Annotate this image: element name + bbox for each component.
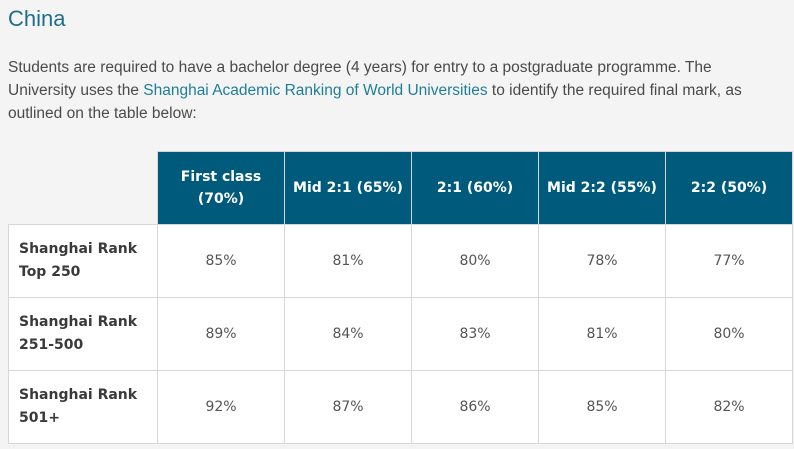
column-header-mid-2-2: Mid 2:2 (55%)	[538, 151, 666, 225]
table-cell: 81%	[538, 297, 666, 371]
intro-paragraph: Students are required to have a bachelor…	[8, 56, 778, 125]
row-label-line2: Top 250	[19, 264, 81, 280]
table-cell: 82%	[665, 370, 793, 444]
shanghai-ranking-link[interactable]: Shanghai Academic Ranking of World Unive…	[143, 82, 488, 99]
column-header-line1: First class	[180, 169, 262, 185]
table-cell: 87%	[284, 370, 412, 444]
column-header-2-2: 2:2 (50%)	[665, 151, 793, 225]
column-header-2-1: 2:1 (60%)	[411, 151, 539, 225]
row-header-251-500: Shanghai Rank 251-500	[8, 297, 158, 371]
table-corner-cell	[8, 151, 158, 225]
table-cell: 77%	[665, 224, 793, 298]
table-cell: 85%	[538, 370, 666, 444]
page-title: China	[8, 6, 66, 31]
table-cell: 84%	[284, 297, 412, 371]
row-label-line1: Shanghai Rank	[19, 314, 138, 330]
column-header-mid-2-1: Mid 2:1 (65%)	[284, 151, 412, 225]
row-label-line1: Shanghai Rank	[19, 241, 138, 257]
row-header-top-250: Shanghai Rank Top 250	[8, 224, 158, 298]
table-cell: 92%	[157, 370, 285, 444]
table-cell: 78%	[538, 224, 666, 298]
table-cell: 80%	[665, 297, 793, 371]
grade-requirements-table: First class (70%) Mid 2:1 (65%) 2:1 (60%)…	[8, 151, 793, 444]
intro-text-start: Students are required to have a bachelor…	[8, 59, 712, 99]
table-cell: 80%	[411, 224, 539, 298]
table-cell: 86%	[411, 370, 539, 444]
row-label-line2: 501+	[19, 410, 60, 426]
table-row: Shanghai Rank Top 250 85% 81% 80% 78% 77%	[8, 224, 793, 298]
column-header-first-class: First class (70%)	[157, 151, 285, 225]
intro-text-end: to identify the required final mark, as …	[8, 82, 742, 122]
table-row: Shanghai Rank 501+ 92% 87% 86% 85% 82%	[8, 370, 793, 444]
row-label-line1: Shanghai Rank	[19, 387, 138, 403]
column-header-line2: (70%)	[197, 191, 245, 207]
table-cell: 81%	[284, 224, 412, 298]
table-header-row: First class (70%) Mid 2:1 (65%) 2:1 (60%)…	[8, 151, 793, 225]
row-header-501-plus: Shanghai Rank 501+	[8, 370, 158, 444]
row-label-line2: 251-500	[19, 337, 84, 353]
table-cell: 85%	[157, 224, 285, 298]
table-cell: 83%	[411, 297, 539, 371]
table-row: Shanghai Rank 251-500 89% 84% 83% 81% 80%	[8, 297, 793, 371]
table-cell: 89%	[157, 297, 285, 371]
